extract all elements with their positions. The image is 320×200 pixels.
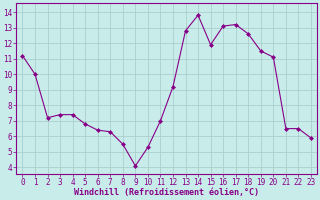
X-axis label: Windchill (Refroidissement éolien,°C): Windchill (Refroidissement éolien,°C) [74,188,259,197]
